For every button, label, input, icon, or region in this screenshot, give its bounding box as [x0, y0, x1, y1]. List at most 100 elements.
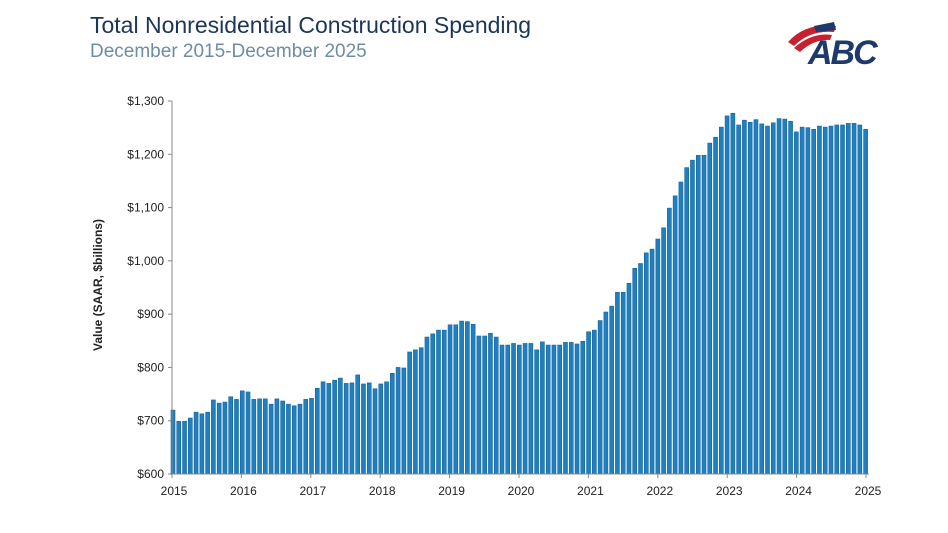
bar	[580, 341, 586, 475]
bar	[222, 401, 228, 475]
bar	[511, 343, 516, 475]
bar	[384, 381, 389, 475]
bar	[834, 124, 840, 475]
y-tick-label: $700	[137, 414, 164, 428]
bar	[182, 420, 187, 475]
bar	[632, 268, 638, 475]
x-tick-label: 2019	[438, 484, 465, 498]
bar	[845, 123, 851, 475]
bar	[655, 238, 661, 475]
bar	[401, 367, 407, 475]
bar	[493, 336, 499, 475]
bar	[563, 342, 568, 475]
x-tick-label: 2021	[577, 484, 604, 498]
bar	[695, 155, 701, 475]
bar	[441, 329, 447, 475]
bar	[320, 381, 326, 475]
bar	[211, 399, 216, 475]
x-tick-label: 2020	[508, 484, 535, 498]
bar	[482, 335, 487, 475]
bar	[701, 155, 707, 475]
x-tick-label: 2022	[646, 484, 673, 498]
bar	[857, 124, 863, 475]
bar	[782, 118, 788, 475]
bar	[263, 398, 268, 475]
bar	[361, 383, 366, 475]
bar	[453, 324, 459, 475]
abc-logo: ABC	[788, 22, 880, 70]
bar	[678, 181, 684, 475]
bar	[638, 263, 643, 475]
bar	[390, 372, 395, 475]
x-tick-label: 2023	[716, 484, 743, 498]
bar	[291, 405, 297, 475]
bar	[661, 227, 666, 475]
bar	[840, 124, 845, 475]
y-tick-label: $1,000	[127, 254, 164, 268]
y-tick-label: $1,200	[127, 147, 164, 161]
bar	[592, 329, 597, 475]
bar	[822, 126, 828, 475]
bar	[378, 383, 384, 475]
bar	[303, 399, 309, 475]
bar	[586, 331, 591, 475]
bar	[799, 126, 805, 475]
bar	[488, 333, 493, 475]
bar	[528, 343, 534, 475]
bar	[765, 125, 770, 475]
y-tick-label: $1,100	[127, 201, 164, 215]
x-tick-label: 2018	[369, 484, 396, 498]
bar	[268, 403, 274, 475]
bar	[817, 125, 822, 475]
bar	[280, 400, 285, 475]
x-tick-label: 2024	[785, 484, 812, 498]
y-tick-label: $600	[137, 467, 164, 481]
bar	[620, 291, 626, 475]
bar	[545, 344, 551, 475]
bar	[551, 344, 557, 475]
x-tick-label: 2025	[855, 484, 882, 498]
bar	[372, 388, 378, 475]
bar	[257, 398, 262, 475]
bar	[770, 122, 776, 475]
bar	[609, 305, 614, 475]
bar	[615, 291, 620, 475]
bar	[557, 344, 563, 475]
bar	[459, 320, 464, 475]
bar	[597, 320, 603, 475]
bar	[672, 195, 678, 475]
bar	[228, 396, 234, 475]
bar	[753, 119, 759, 475]
x-tick-label: 2017	[299, 484, 326, 498]
svg-text:ABC: ABC	[807, 34, 878, 70]
bar	[574, 343, 580, 475]
bar	[534, 349, 539, 475]
bar	[199, 413, 205, 475]
bar	[245, 391, 251, 475]
bar	[338, 377, 343, 475]
bar	[447, 324, 453, 475]
bar	[667, 207, 672, 475]
bar	[343, 383, 349, 475]
bar	[603, 311, 609, 475]
bar	[465, 321, 470, 475]
bar	[794, 131, 799, 475]
bar	[684, 167, 689, 475]
bar	[205, 411, 210, 475]
bar	[863, 128, 868, 475]
bar	[568, 342, 574, 475]
bar	[309, 398, 314, 475]
chart-title: Total Nonresidential Construction Spendi…	[90, 12, 532, 38]
bar	[499, 344, 505, 475]
bar	[193, 411, 199, 475]
bar	[707, 142, 713, 475]
bar	[736, 124, 741, 475]
bar	[418, 347, 424, 475]
bar	[540, 341, 545, 475]
bar	[395, 367, 401, 475]
bar	[297, 403, 303, 475]
bar	[239, 390, 245, 475]
bar	[407, 351, 412, 475]
bar	[349, 382, 355, 475]
